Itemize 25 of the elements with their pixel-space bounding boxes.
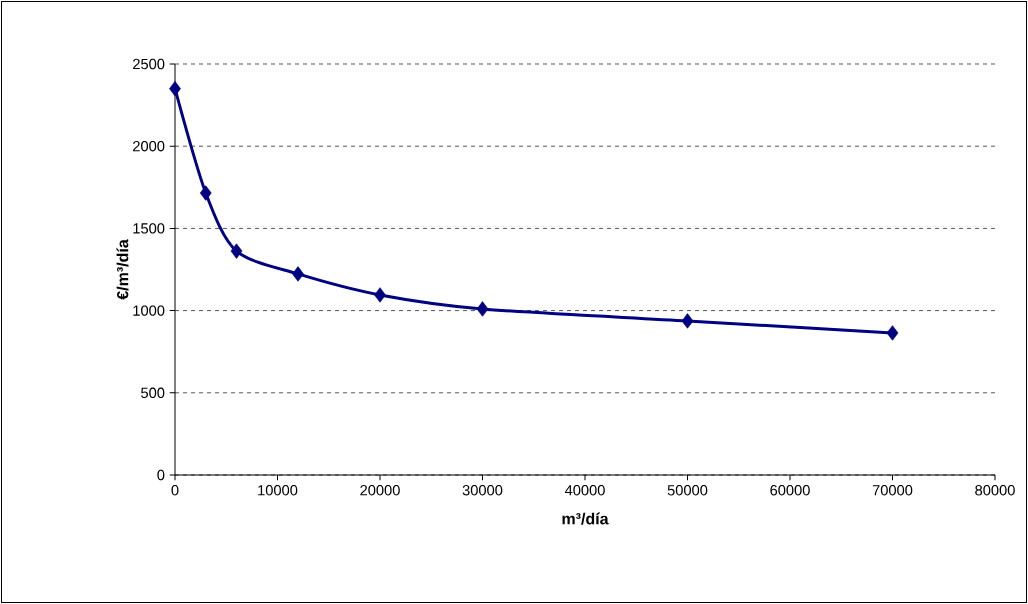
- point: [476, 301, 489, 317]
- point: [681, 313, 694, 329]
- x-tick-label: 0: [171, 485, 179, 496]
- point: [230, 243, 243, 259]
- point: [169, 80, 181, 97]
- x-tick-label: 30000: [462, 485, 503, 496]
- x-tick-label: 70000: [872, 485, 913, 496]
- y-axis-title: €/m³/día: [116, 239, 129, 300]
- y-tick-label: 500: [141, 387, 165, 398]
- x-tick-label: 80000: [975, 485, 1015, 496]
- y-tick-label: 2000: [133, 141, 165, 152]
- y-tick-label: 1000: [133, 305, 165, 316]
- x-tick-label: 60000: [770, 485, 810, 496]
- point: [374, 287, 386, 303]
- point: [199, 185, 212, 201]
- point: [292, 266, 304, 282]
- x-tick-label: 40000: [564, 485, 605, 496]
- y-tick-label: 2500: [133, 58, 165, 70]
- x-tick-label: 10000: [258, 485, 298, 496]
- x-tick-label: 20000: [360, 485, 400, 496]
- y-tick-label: 1500: [133, 223, 165, 234]
- point: [886, 325, 899, 341]
- x-axis-title: m³/día: [562, 512, 609, 525]
- x-tick-label: 50000: [667, 485, 708, 496]
- y-tick-label: 0: [157, 469, 165, 481]
